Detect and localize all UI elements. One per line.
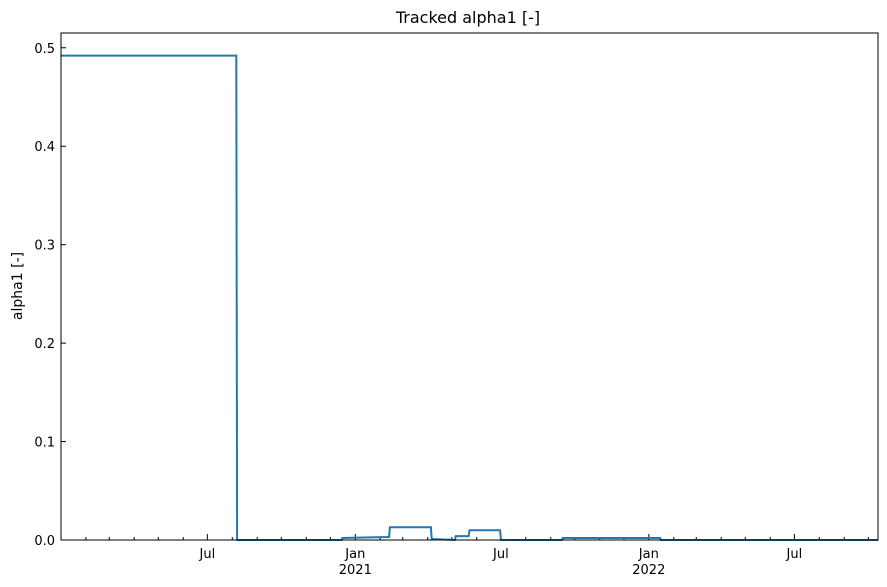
chart-title: Tracked alpha1 [-]: [395, 8, 540, 27]
x-tick-year-label: 2022: [632, 563, 665, 578]
x-tick-year-label: 2021: [339, 563, 372, 578]
x-tick-label: Jul: [199, 547, 216, 562]
y-tick-label: 0.1: [34, 436, 55, 451]
x-tick-label: Jul: [786, 547, 803, 562]
y-tick-label: 0.3: [34, 239, 55, 254]
y-tick-label: 0.5: [34, 42, 55, 57]
y-axis-label: alpha1 [-]: [10, 252, 26, 320]
plot-frame: [60, 32, 879, 541]
y-tick-label: 0.2: [34, 337, 55, 352]
x-tick-label: Jan: [638, 547, 659, 562]
x-tick-label: Jul: [492, 547, 509, 562]
y-tick-label: 0.4: [34, 140, 55, 155]
x-tick-label: Jan: [344, 547, 365, 562]
y-tick-label: 0.0: [34, 534, 55, 549]
